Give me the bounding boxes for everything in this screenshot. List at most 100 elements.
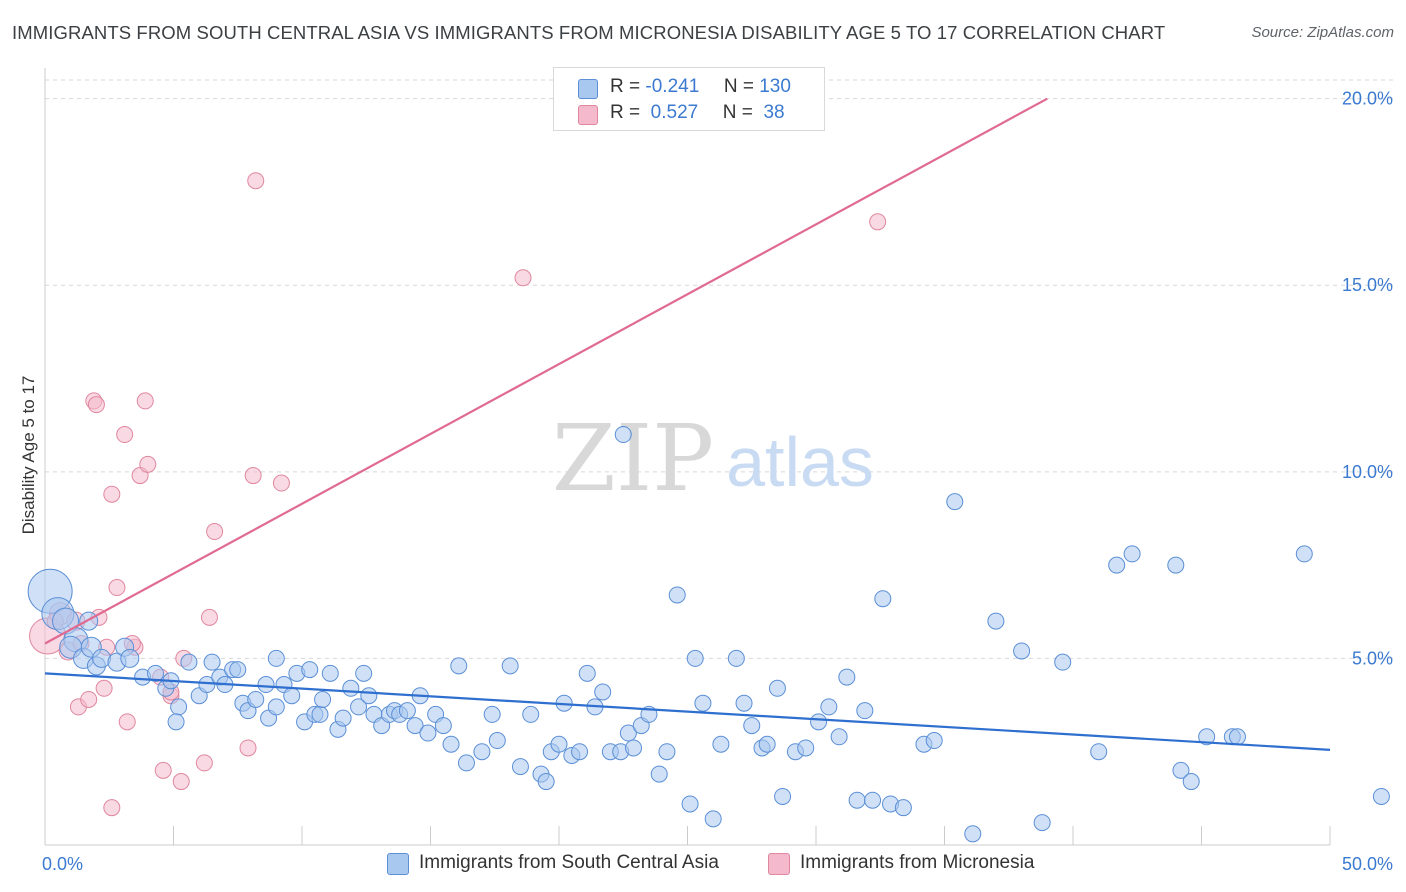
- micronesia-point: [80, 690, 98, 708]
- south-central-asia-point: [619, 724, 637, 742]
- legend-n-value: 130: [759, 76, 791, 97]
- south-central-asia-point: [820, 698, 838, 716]
- south-central-asia-point: [743, 717, 761, 735]
- y-tick-label: 20.0%: [1342, 89, 1393, 109]
- legend-r-value: -0.241: [645, 76, 700, 97]
- south-central-asia-point: [758, 735, 776, 753]
- south-central-asia-point: [342, 679, 360, 697]
- south-central-asia-point: [686, 649, 704, 667]
- south-central-asia-point: [1090, 743, 1108, 761]
- south-central-asia-point: [522, 705, 540, 723]
- micronesia-point: [206, 523, 224, 541]
- south-central-asia-point: [79, 611, 99, 631]
- south-central-asia-point: [856, 702, 874, 720]
- axes: [44, 68, 1331, 846]
- gridlines: [45, 79, 1395, 659]
- south-central-asia-point: [229, 661, 247, 679]
- micronesia-point: [195, 754, 213, 772]
- legend-label: Immigrants from South Central Asia: [419, 852, 719, 873]
- legend-r-label: R =: [610, 76, 641, 97]
- south-central-asia-point: [874, 590, 892, 608]
- south-central-asia-point: [398, 702, 416, 720]
- chart-title: IMMIGRANTS FROM SOUTH CENTRAL ASIA VS IM…: [12, 22, 1166, 43]
- source-credit: Source: ZipAtlas.com: [1251, 24, 1394, 41]
- legend-r-value: 0.527: [645, 102, 699, 123]
- south-central-asia-point: [283, 687, 301, 705]
- micronesia-point: [108, 579, 126, 597]
- south-central-asia-point: [830, 728, 848, 746]
- micronesia-point: [136, 392, 154, 410]
- micronesia-point: [103, 485, 121, 503]
- south-central-asia-point: [704, 810, 722, 828]
- micronesia-point: [103, 799, 121, 817]
- south-central-asia-point: [658, 743, 676, 761]
- south-central-asia-point: [1054, 653, 1072, 671]
- south-central-asia-point: [301, 661, 319, 679]
- south-central-asia-point: [1372, 787, 1390, 805]
- south-central-asia-point: [1228, 728, 1246, 746]
- south-central-asia-point: [578, 664, 596, 682]
- south-central-asia-point: [1108, 556, 1126, 574]
- correlation-legend: R = -0.241 N = 130 R = 0.527 N = 38: [553, 67, 825, 131]
- trend-line-micronesia: [44, 97, 1048, 645]
- trend-line-south-central-asia: [44, 672, 1331, 751]
- south-central-asia-point: [1172, 761, 1190, 779]
- micronesia-point: [95, 679, 113, 697]
- trend-lines: [44, 97, 1331, 751]
- south-central-asia-point: [712, 735, 730, 753]
- south-central-asia-point: [483, 705, 501, 723]
- y-tick-label: 15.0%: [1342, 275, 1393, 295]
- south-central-asia-point: [735, 694, 753, 712]
- micronesia-point: [139, 455, 157, 473]
- x-tick-label: 50.0%: [1342, 854, 1393, 874]
- south-central-asia-point: [681, 795, 699, 813]
- y-axis-label: Disability Age 5 to 17: [19, 376, 38, 535]
- south-central-asia-point: [946, 493, 964, 511]
- south-central-asia-point: [501, 657, 519, 675]
- south-central-asia-point: [650, 765, 668, 783]
- legend-r-label: R =: [610, 102, 641, 123]
- micronesia-point: [244, 467, 262, 485]
- south-central-asia-point: [180, 653, 198, 671]
- south-central-asia-point: [1167, 556, 1185, 574]
- south-central-asia-point: [334, 709, 352, 727]
- south-central-asia-point: [727, 649, 745, 667]
- south-central-asia-point: [774, 787, 792, 805]
- micronesia-point: [200, 608, 218, 626]
- micronesia-point: [154, 761, 172, 779]
- south-central-asia-point: [1013, 642, 1031, 660]
- micronesia-point: [272, 474, 290, 492]
- south-central-asia-point: [1033, 814, 1051, 832]
- micronesia-point: [172, 773, 190, 791]
- south-central-asia-point: [594, 683, 612, 701]
- south-central-asia-point: [167, 713, 185, 731]
- south-central-asia-point: [838, 668, 856, 686]
- watermark: ZIP atlas: [552, 405, 874, 512]
- micronesia-point: [87, 396, 105, 414]
- south-central-asia-point: [170, 698, 188, 716]
- south-central-asia-point: [1182, 773, 1200, 791]
- south-central-asia-point: [894, 799, 912, 817]
- south-central-asia-point: [1295, 545, 1313, 563]
- south-central-asia-point: [864, 791, 882, 809]
- south-central-asia-point: [810, 713, 828, 731]
- south-central-asia-point: [537, 773, 555, 791]
- south-central-asia-point: [964, 825, 982, 843]
- y-tick-label: 10.0%: [1342, 462, 1393, 482]
- south-central-asia-point: [267, 649, 285, 667]
- south-central-asia-point: [419, 724, 437, 742]
- south-central-asia-point: [848, 791, 866, 809]
- south-central-asia-point: [668, 586, 686, 604]
- micronesia-point: [116, 426, 134, 444]
- south-central-asia-point: [355, 664, 373, 682]
- micronesia-point: [239, 739, 257, 757]
- legend-n-value: 38: [758, 102, 785, 123]
- south-central-asia-point: [147, 664, 165, 682]
- south-central-asia-point: [1123, 545, 1141, 563]
- south-central-asia-point: [511, 758, 529, 776]
- series-legend: Immigrants from South Central Asia Immig…: [0, 850, 1406, 880]
- legend-swatch-blue: [387, 853, 409, 875]
- south-central-asia-point: [120, 648, 140, 668]
- south-central-asia-point: [550, 735, 568, 753]
